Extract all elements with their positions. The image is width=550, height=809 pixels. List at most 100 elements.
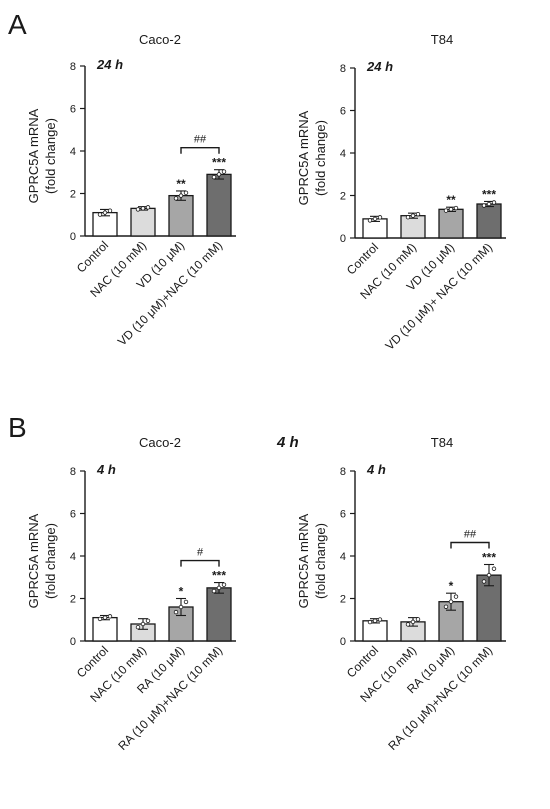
y-tick-label: 0 bbox=[70, 636, 76, 648]
y-tick-label: 4 bbox=[340, 148, 346, 160]
bar bbox=[130, 207, 156, 237]
bracket-label: ## bbox=[194, 134, 207, 146]
data-point bbox=[183, 599, 189, 605]
data-point bbox=[448, 207, 454, 212]
panel-b-timepoint: 4 h bbox=[276, 434, 299, 451]
data-point bbox=[178, 604, 184, 610]
chart-b-t84: T84 4 h GPRC5A mRNA (fold change) 0 2 4 6 8 Contr… bbox=[296, 435, 506, 753]
comparison-bracket bbox=[180, 559, 220, 567]
bar bbox=[168, 194, 194, 237]
panel-letter-b: B bbox=[8, 412, 27, 443]
y-axis-label: GPRC5A mRNA bbox=[296, 513, 311, 608]
chart-title: Caco-2 bbox=[139, 32, 181, 47]
significance-label: *** bbox=[212, 569, 226, 583]
data-point bbox=[491, 566, 497, 571]
data-point bbox=[405, 215, 411, 220]
data-point bbox=[102, 615, 108, 620]
y-tick-label: 8 bbox=[70, 466, 76, 478]
data-point bbox=[372, 216, 378, 222]
data-point bbox=[453, 594, 459, 599]
data-point bbox=[405, 622, 411, 627]
data-point bbox=[415, 211, 421, 217]
y-tick-label: 4 bbox=[70, 551, 76, 563]
data-point bbox=[145, 618, 151, 624]
data-point bbox=[221, 169, 227, 174]
data-point bbox=[216, 172, 222, 177]
y-tick-label: 4 bbox=[70, 146, 76, 158]
y-axis-label: (fold change) bbox=[313, 120, 328, 196]
data-point bbox=[173, 609, 179, 615]
significance-label: ** bbox=[446, 193, 456, 207]
data-point bbox=[97, 212, 103, 217]
chart-a-t84: T84 24 h GPRC5A mRNA (fold change) 0 2 4 6 8 Cont… bbox=[296, 32, 506, 353]
data-point bbox=[211, 588, 217, 594]
y-tick-label: 4 bbox=[340, 551, 346, 563]
data-point bbox=[216, 585, 222, 591]
data-point bbox=[145, 205, 151, 210]
significance-label: *** bbox=[482, 187, 496, 201]
chart-timepoint: 4 h bbox=[366, 462, 386, 477]
y-tick-label: 2 bbox=[340, 594, 346, 606]
chart-timepoint: 24 h bbox=[366, 59, 393, 74]
data-point bbox=[178, 193, 184, 198]
chart-title: Caco-2 bbox=[139, 435, 181, 450]
y-axis-label: GPRC5A mRNA bbox=[26, 108, 41, 203]
significance-label: *** bbox=[482, 551, 496, 565]
data-point bbox=[367, 619, 373, 625]
significance-label: ** bbox=[176, 177, 186, 191]
significance-label: * bbox=[449, 579, 454, 593]
data-point bbox=[135, 207, 141, 212]
category-label: Control bbox=[74, 643, 111, 680]
bar bbox=[476, 203, 502, 239]
data-point bbox=[173, 196, 179, 201]
data-point bbox=[481, 579, 487, 584]
data-point bbox=[211, 174, 217, 180]
bar bbox=[438, 208, 464, 239]
y-axis-label: GPRC5A mRNA bbox=[26, 513, 41, 608]
y-axis-label: (fold change) bbox=[43, 118, 58, 194]
data-point bbox=[491, 200, 497, 205]
data-point bbox=[410, 619, 416, 625]
y-tick-label: 8 bbox=[70, 61, 76, 73]
data-point bbox=[102, 210, 108, 215]
bracket-label: # bbox=[197, 547, 204, 559]
y-tick-label: 0 bbox=[70, 231, 76, 243]
chart-timepoint: 24 h bbox=[96, 57, 123, 72]
y-axis-label: GPRC5A mRNA bbox=[296, 110, 311, 205]
data-point bbox=[481, 203, 487, 208]
y-tick-label: 6 bbox=[70, 104, 76, 116]
data-point bbox=[443, 604, 449, 609]
category-label: Control bbox=[344, 240, 381, 277]
chart-timepoint: 4 h bbox=[96, 462, 116, 477]
chart-title: T84 bbox=[431, 32, 453, 47]
bracket-label: ## bbox=[464, 529, 477, 541]
category-label: Control bbox=[74, 238, 111, 275]
data-point bbox=[410, 213, 416, 218]
data-point bbox=[367, 218, 373, 223]
y-tick-label: 6 bbox=[70, 509, 76, 521]
bar bbox=[206, 587, 232, 642]
chart-b-caco2: Caco-2 4 h GPRC5A mRNA (fold change) 0 2 4 6 8 Co… bbox=[26, 435, 236, 753]
significance-label: * bbox=[179, 585, 184, 599]
y-axis-label: (fold change) bbox=[313, 523, 328, 599]
data-point bbox=[486, 201, 492, 207]
y-tick-label: 8 bbox=[340, 63, 346, 75]
data-point bbox=[140, 206, 146, 211]
y-tick-label: 0 bbox=[340, 636, 346, 648]
bar bbox=[92, 616, 118, 642]
y-tick-label: 6 bbox=[340, 509, 346, 521]
y-tick-label: 2 bbox=[70, 594, 76, 606]
chart-title: T84 bbox=[431, 435, 453, 450]
data-point bbox=[135, 624, 141, 630]
y-tick-label: 8 bbox=[340, 466, 346, 478]
data-point bbox=[107, 208, 113, 213]
y-tick-label: 2 bbox=[340, 191, 346, 203]
panel-letter-a: A bbox=[8, 9, 27, 40]
data-point bbox=[377, 617, 383, 622]
data-point bbox=[415, 617, 421, 622]
y-axis-label: (fold change) bbox=[43, 523, 58, 599]
data-point bbox=[140, 621, 146, 627]
comparison-bracket bbox=[450, 541, 490, 549]
data-point bbox=[183, 190, 189, 196]
